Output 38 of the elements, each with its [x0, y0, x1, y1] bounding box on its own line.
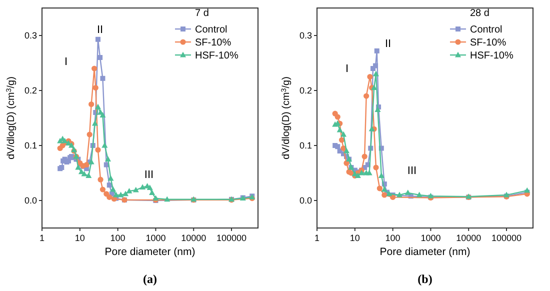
y-tick-label: 0.0	[299, 196, 312, 206]
y-tick-label: 0.2	[299, 86, 312, 96]
x-tick-label: 10000	[181, 233, 206, 243]
y-tick-label: 0.2	[24, 86, 37, 96]
x-tick-label: 1	[39, 233, 45, 243]
annotation: III	[144, 169, 154, 181]
x-tick-label: 1000	[146, 233, 166, 243]
legend-label: Control	[195, 24, 228, 36]
legend-title: 28 d	[470, 8, 490, 19]
legend-label: SF-10%	[195, 38, 232, 48]
annotation: II	[384, 38, 392, 50]
annotation: I	[345, 63, 349, 75]
x-tick-label: 10	[350, 233, 360, 243]
y-tick-label: 0.0	[24, 196, 37, 206]
legend-label: HSF-10%	[470, 50, 514, 62]
y-tick-label: 0.1	[299, 140, 312, 150]
y-tick-label: 0.3	[299, 30, 312, 40]
text: (b)	[418, 272, 432, 286]
legend-label: SF-10%	[470, 38, 506, 48]
x-axis-title: Pore diameter (nm)	[104, 246, 196, 258]
x-tick-label: 100	[110, 233, 126, 243]
x-tick-label: 100000	[216, 233, 247, 243]
x-tick-label: 1	[314, 233, 320, 243]
x-tick-label: 100000	[491, 233, 522, 243]
x-tick-label: 10	[74, 233, 85, 243]
annotation: III	[407, 165, 417, 177]
legend-title: 7 d	[195, 8, 209, 19]
y-tick-label: 0.1	[24, 140, 37, 150]
y-tick-label: 0.3	[24, 30, 37, 40]
annotation: II	[96, 24, 104, 36]
x-axis-title: Pore diameter (nm)	[380, 246, 470, 258]
x-tick-label: 100	[385, 233, 400, 243]
annotation: I	[64, 56, 68, 68]
legend-label: Control	[470, 24, 502, 36]
x-tick-label: 1000	[420, 233, 441, 243]
x-tick-label: 10000	[456, 233, 482, 243]
legend-label: HSF-10%	[195, 50, 238, 62]
text: (a)	[143, 272, 157, 286]
